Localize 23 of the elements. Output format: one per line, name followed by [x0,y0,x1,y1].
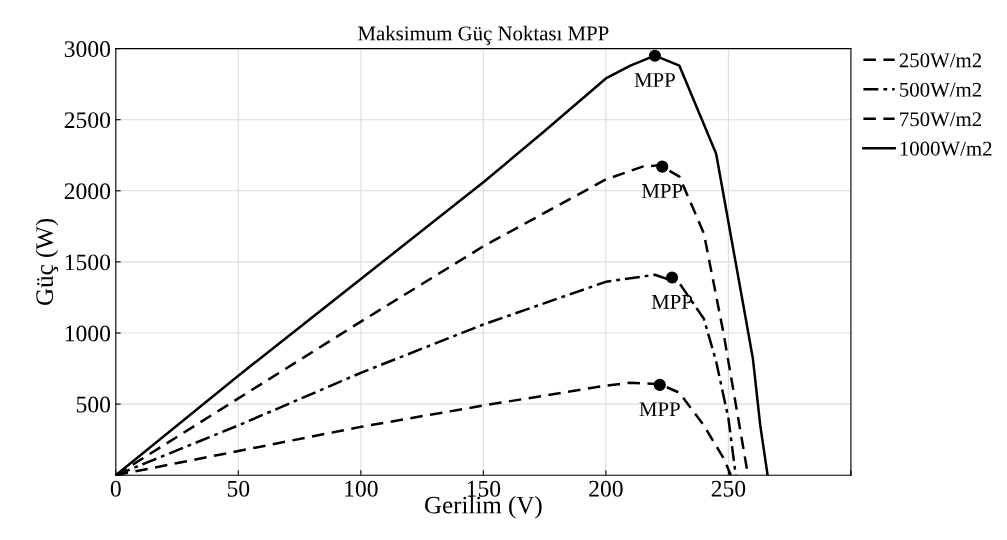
chart-title: Maksimum Güç Noktası MPP [358,25,609,45]
y-tick-label: 2500 [64,112,111,129]
x-tick-label: 0 [110,480,121,497]
legend-label: 500W/m2 [900,82,982,97]
y-tick-label: 1000 [65,325,111,342]
annotation: MPP [651,295,693,309]
annotation: MPP [641,184,683,198]
annotation: MPP [634,73,675,87]
x-axis-title: Gerilim (V) [425,495,542,519]
legend-label: 250W/m2 [899,53,982,68]
legend-label: 1000W/m2 [900,141,992,156]
y-tick-label: 2000 [64,183,111,200]
y-axis-title: Güç (W) [35,218,59,305]
x-tick-label: 50 [227,480,250,497]
legend-label: 750W/m2 [900,112,982,127]
x-tick-label: 200 [589,480,623,497]
x-tick-label: 150 [467,480,501,497]
annotation: MPP [639,402,680,417]
x-tick-label: 250 [711,480,746,497]
y-tick-label: 3000 [64,41,111,58]
y-tick-label: 500 [76,396,111,413]
x-tick-label: 100 [345,480,378,497]
y-tick-label: 1500 [65,254,111,271]
